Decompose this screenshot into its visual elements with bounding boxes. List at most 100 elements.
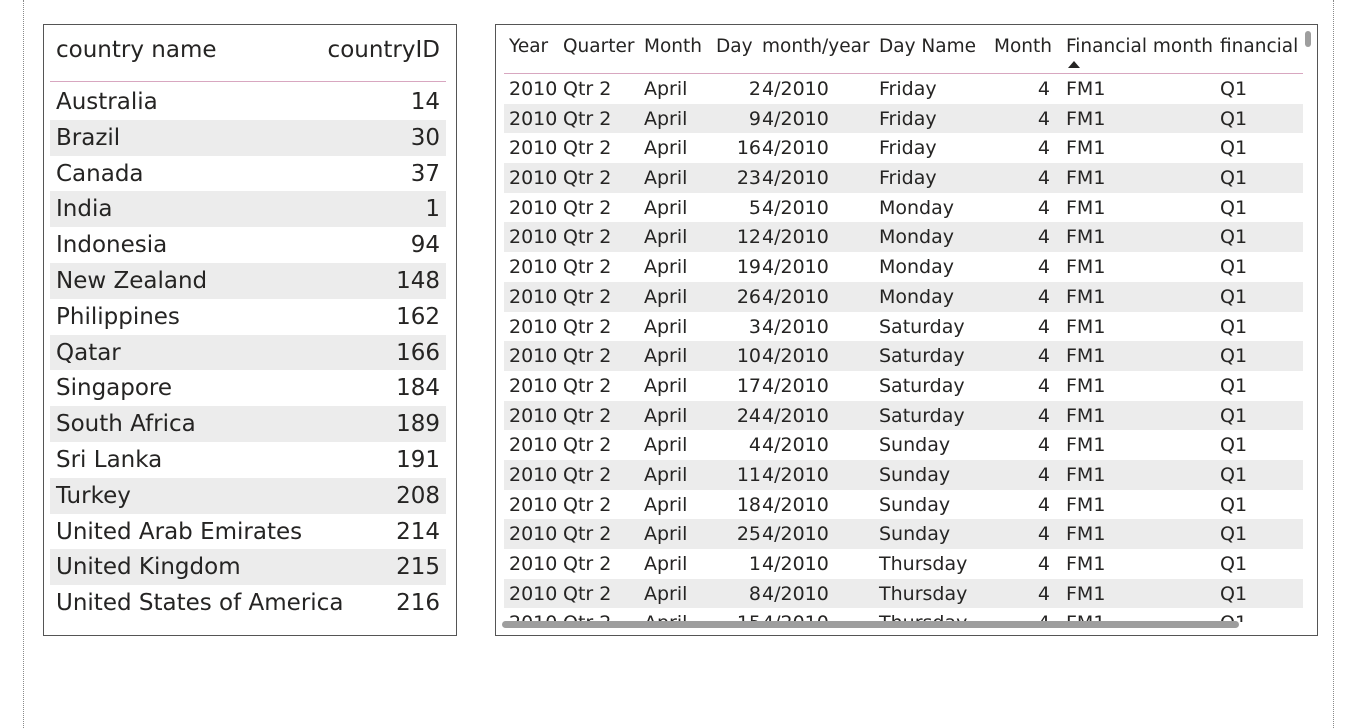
table-row[interactable]: United Arab Emirates 214 xyxy=(50,514,446,550)
quarter-cell: Qtr 2 xyxy=(563,167,612,190)
table-row[interactable]: 2010 Qtr 2 April 5 4/2010 Monday 4 FM1 Q1 xyxy=(504,193,1303,223)
day-name-cell: Thursday xyxy=(879,582,968,605)
column-header-financial-quarter[interactable]: financial q xyxy=(1220,36,1303,57)
financial-month-cell: FM1 xyxy=(1066,345,1106,368)
table-row[interactable]: Brazil 30 xyxy=(50,119,446,156)
month-cell: April xyxy=(644,167,688,190)
day-cell: 26 xyxy=(736,285,761,308)
month-year-cell: 4/2010 xyxy=(762,553,829,575)
financial-month-cell: FM1 xyxy=(1066,315,1106,338)
table-row[interactable]: Australia 14 xyxy=(50,84,446,120)
column-header-month-number[interactable]: Month xyxy=(994,36,1052,57)
day-name-cell: Sunday xyxy=(879,434,951,457)
table-row[interactable]: United Kingdom 215 xyxy=(50,549,446,586)
table-row[interactable]: Turkey 208 xyxy=(50,477,446,514)
day-cell: 9 xyxy=(748,107,761,130)
month-year-cell: 4/2010 xyxy=(762,463,829,486)
country-name-cell: Qatar xyxy=(56,339,121,366)
column-header-day-name[interactable]: Day Name xyxy=(879,36,976,57)
table-row[interactable]: 2010 Qtr 2 April 3 4/2010 Saturday 4 FM1 Q1 xyxy=(504,312,1303,342)
year-cell: 2010 xyxy=(509,434,558,457)
table-row[interactable]: 2010 Qtr 2 April 10 4/2010 Saturday 4 FM1 Q1 xyxy=(504,341,1303,371)
table-row[interactable]: India 1 xyxy=(50,191,446,228)
financial-quarter-cell: Q1 xyxy=(1220,226,1248,249)
table-row[interactable]: 2010 Qtr 2 April 11 4/2010 Sunday 4 FM1 Q1 xyxy=(504,459,1303,490)
month-year-cell: 4/2010 xyxy=(762,315,829,338)
month-year-cell: 4/2010 xyxy=(762,493,829,516)
financial-quarter-cell: Q1 xyxy=(1220,167,1248,190)
table-row[interactable]: 2010 Qtr 2 April 17 4/2010 Saturday 4 FM1 Q1 xyxy=(504,371,1303,401)
country-name-cell: Brazil xyxy=(56,124,121,151)
table-row[interactable]: South Africa 189 xyxy=(50,406,446,442)
table-row[interactable]: Indonesia 94 xyxy=(50,227,446,263)
column-header-month-year[interactable]: month/year xyxy=(762,36,870,57)
table-row[interactable]: 2010 Qtr 2 April 24 4/2010 Saturday 4 FM1 Q1 xyxy=(504,400,1303,431)
day-cell: 18 xyxy=(736,493,761,516)
table-row[interactable]: United States of America 216 xyxy=(50,585,446,621)
financial-quarter-cell: Q1 xyxy=(1220,463,1248,486)
country-id-cell: 14 xyxy=(410,89,440,115)
quarter-cell: Qtr 2 xyxy=(563,493,612,516)
day-cell: 19 xyxy=(736,256,761,279)
financial-month-cell: FM1 xyxy=(1066,404,1106,427)
year-cell: 2010 xyxy=(509,315,558,338)
table-row[interactable]: Qatar 166 xyxy=(50,334,446,371)
year-cell: 2010 xyxy=(509,374,558,397)
column-header-day[interactable]: Day xyxy=(716,36,753,57)
month-number-cell: 4 xyxy=(1037,196,1050,219)
column-header-year[interactable]: Year xyxy=(509,36,549,57)
table-row[interactable]: Philippines 162 xyxy=(50,299,446,335)
country-name-cell: Sri Lanka xyxy=(56,446,163,473)
vertical-scrollbar[interactable] xyxy=(1305,31,1311,47)
month-cell: April xyxy=(644,315,688,338)
table-row[interactable]: 2010 Qtr 2 April 23 4/2010 Friday 4 FM1 Q1 xyxy=(504,163,1303,193)
year-cell: 2010 xyxy=(509,167,558,190)
day-cell: 3 xyxy=(748,315,761,338)
horizontal-scrollbar[interactable] xyxy=(502,621,1239,628)
table-row[interactable]: 2010 Qtr 2 April 9 4/2010 Friday 4 FM1 Q1 xyxy=(504,103,1303,134)
year-cell: 2010 xyxy=(509,611,557,622)
country-name-cell: Turkey xyxy=(56,482,131,509)
month-cell: April xyxy=(644,285,688,308)
day-cell: 10 xyxy=(736,345,761,368)
column-header-month[interactable]: Month xyxy=(644,36,702,57)
financial-month-cell: FM1 xyxy=(1066,78,1106,100)
quarter-cell: Qtr 2 xyxy=(563,285,612,308)
table-row[interactable]: 2010 Qtr 2 April 154/2010 Thursday 4 FM1 Q1 xyxy=(504,608,1303,622)
table-row[interactable]: 2010 Qtr 2 April 26 4/2010 Monday 4 FM1 Q1 xyxy=(504,281,1303,312)
day-cell: 25 xyxy=(736,523,761,546)
table-row[interactable]: 2010 Qtr 2 April 8 4/2010 Thursday 4 FM1 Q1 xyxy=(504,578,1303,609)
table-row[interactable]: New Zealand 148 xyxy=(50,262,446,299)
table-row[interactable]: 2010 Qtr 2 April 25 4/2010 Sunday 4 FM1 Q1 xyxy=(504,519,1303,549)
table-row[interactable]: 2010 Qtr 2 April 12 4/2010 Monday 4 FM1 Q1 xyxy=(504,222,1303,253)
month-cell: April xyxy=(644,582,688,605)
table-row[interactable]: 2010 Qtr 2 April 18 4/2010 Sunday 4 FM1 Q1 xyxy=(504,490,1303,520)
table-row[interactable]: 2010 Qtr 2 April 4 4/2010 Sunday 4 FM1 Q1 xyxy=(504,430,1303,460)
country-id-cell: 216 xyxy=(396,590,440,617)
country-table-visual[interactable]: country name countryID Australia 14 Brazil… xyxy=(43,24,457,636)
month-year-cell: 4/2010 xyxy=(762,582,829,605)
table-row[interactable]: Canada 37 xyxy=(50,156,446,192)
country-name-cell: India xyxy=(56,196,113,223)
financial-quarter-cell: Q1 xyxy=(1220,256,1248,279)
column-header-financial-month[interactable]: Financial month xyxy=(1066,36,1213,57)
sort-ascending-icon[interactable] xyxy=(1068,61,1080,68)
month-number-cell: 4 xyxy=(1037,226,1050,249)
date-table-visual[interactable]: Year Quarter Month Day month/year Day Na… xyxy=(495,24,1318,636)
column-header-country-name[interactable]: country name xyxy=(56,37,217,63)
month-number-cell: 4 xyxy=(1037,553,1050,575)
country-id-cell: 1 xyxy=(425,196,440,223)
financial-month-cell: FM1 xyxy=(1066,167,1106,190)
column-header-quarter[interactable]: Quarter xyxy=(563,36,635,57)
column-header-country-id[interactable]: countryID xyxy=(327,37,440,63)
table-row[interactable]: 2010 Qtr 2 April 16 4/2010 Friday 4 FM1 Q1 xyxy=(504,133,1303,163)
financial-quarter-cell: Q1 xyxy=(1220,611,1247,622)
table-row[interactable]: Sri Lanka 191 xyxy=(50,442,446,478)
month-year-cell: 4/2010 xyxy=(762,345,829,368)
year-cell: 2010 xyxy=(509,196,558,219)
table-row[interactable]: 2010 Qtr 2 April 1 4/2010 Thursday 4 FM1 Q1 xyxy=(504,549,1303,579)
year-cell: 2010 xyxy=(509,256,558,279)
table-row[interactable]: Singapore 184 xyxy=(50,370,446,406)
table-row[interactable]: 2010 Qtr 2 April 2 4/2010 Friday 4 FM1 Q1 xyxy=(504,74,1303,104)
table-row[interactable]: 2010 Qtr 2 April 19 4/2010 Monday 4 FM1 Q1 xyxy=(504,252,1303,282)
